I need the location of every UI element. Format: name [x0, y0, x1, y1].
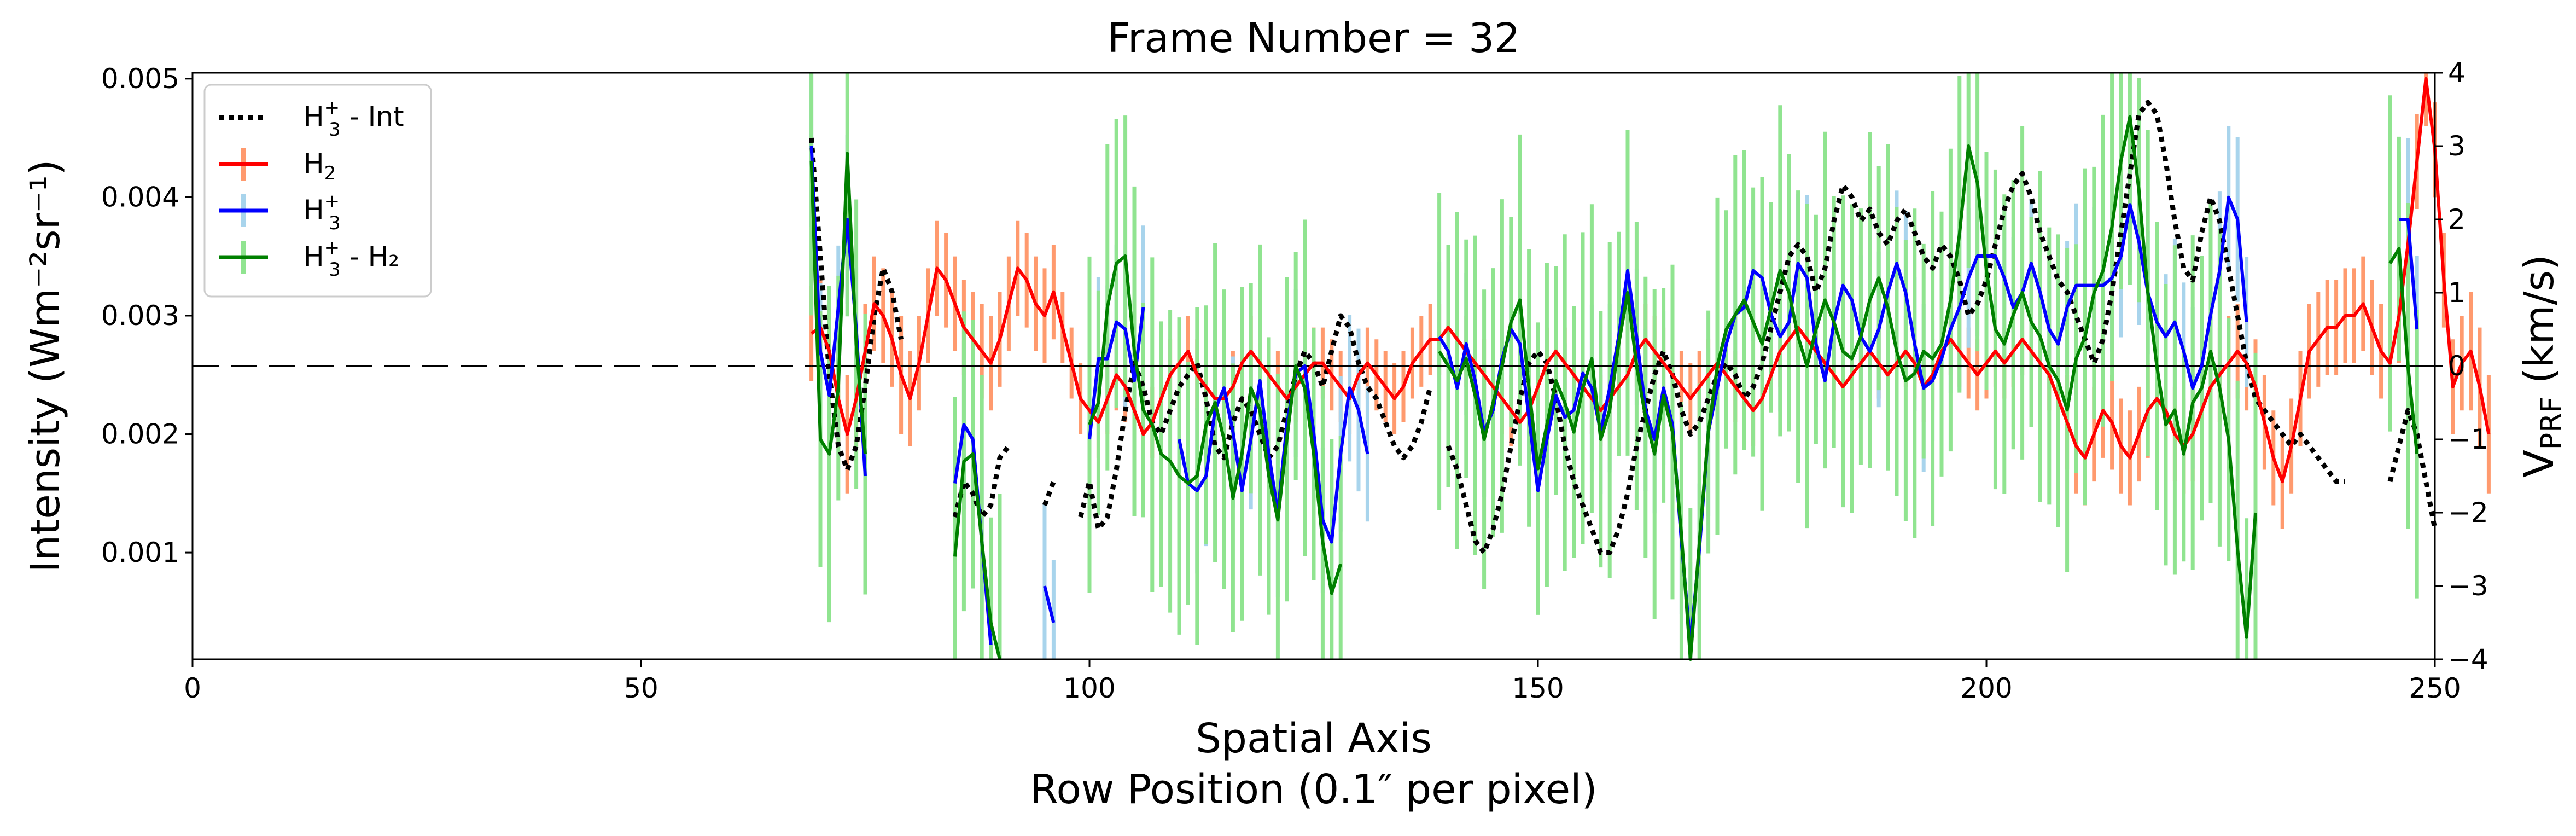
left-tick-label: 0.002 — [101, 419, 179, 450]
legend-label-h3-minus-h2: H+ 3 - H₂ — [304, 237, 399, 281]
legend-h3-int-sub: 3 — [329, 119, 341, 141]
x-axis-sublabel: Row Position (0.1″ per pixel) — [1030, 766, 1597, 813]
legend-entry-h3-minus-h2: H+ 3 - H₂ — [219, 237, 399, 281]
h3-minus-h2-line — [953, 452, 1001, 660]
legend-h3-sup: + — [324, 190, 340, 212]
legend-h3-int-sup: + — [324, 97, 340, 119]
legend-label-h2: H2 — [304, 148, 336, 184]
h3-series — [809, 146, 2419, 647]
h3-minus-h2-series — [809, 115, 2419, 661]
left-tick-label: 0.004 — [101, 181, 179, 213]
x-tick-label: 250 — [2409, 672, 2461, 704]
legend-h2-sub: 2 — [324, 162, 336, 184]
right-axis-label-v: V — [2516, 450, 2563, 478]
legend: H+ 3 - Int H2 H+ 3 H+ 3 - H₂ — [203, 84, 432, 298]
right-tick-label: 2 — [2448, 204, 2466, 235]
legend-h2-main: H — [304, 148, 324, 179]
legend-h3-minus-h2-main: H — [304, 241, 324, 272]
legend-h3-main: H — [304, 194, 324, 226]
left-tick-label: 0.005 — [101, 63, 179, 95]
right-tick-label: −4 — [2448, 643, 2488, 675]
x-axis-label: Spatial Axis — [1196, 715, 1432, 762]
right-tick-label: 4 — [2448, 57, 2466, 89]
legend-h3-int-main: H — [304, 101, 324, 132]
right-tick-label: −2 — [2448, 497, 2488, 529]
legend-h3-int-tail: - Int — [341, 101, 404, 132]
legend-h3-minus-h2-sup: + — [324, 237, 340, 259]
h3-minus-h2-line — [809, 152, 867, 456]
right-axis-label-space — [2516, 384, 2563, 397]
h3-line — [2399, 218, 2419, 330]
legend-entry-h3: H+ 3 — [219, 190, 341, 234]
h3-minus-h2-line — [1438, 115, 2257, 661]
right-tick-label: 3 — [2448, 130, 2466, 162]
h3-int-line — [952, 444, 1011, 520]
chart-title: Frame Number = 32 — [1108, 15, 1520, 62]
h3-minus-h2-line — [1088, 254, 1343, 595]
x-tick-label: 100 — [1063, 672, 1115, 704]
right-tick-label: −3 — [2448, 570, 2488, 602]
right-tick-label: −1 — [2448, 423, 2488, 455]
x-tick-label: 200 — [1960, 672, 2012, 704]
h3-minus-h2-line — [2388, 247, 2419, 455]
h3-int-line — [2387, 408, 2438, 530]
right-tick-label: 0 — [2448, 350, 2466, 382]
right-axis-ticks: −4 −3 −2 −1 0 1 2 3 4 — [2435, 57, 2488, 675]
x-tick-label: 50 — [623, 672, 658, 704]
h3-line — [1088, 307, 1145, 440]
h3-line — [1043, 585, 1056, 623]
h3-line — [1178, 364, 1369, 544]
left-axis-ticks: 0.001 0.002 0.003 0.004 0.005 — [101, 63, 193, 568]
left-tick-label: 0.003 — [101, 300, 179, 332]
x-tick-label: 0 — [184, 672, 201, 704]
h3-line — [1438, 195, 2248, 647]
legend-h3-minus-h2-tail: - H₂ — [341, 241, 399, 272]
right-axis-label: VPRF (km/s) — [2516, 254, 2568, 478]
h3-int-line — [1042, 480, 1056, 507]
left-tick-label: 0.001 — [101, 537, 179, 568]
legend-label-h3: H+ 3 — [304, 190, 341, 234]
legend-h3-sub: 3 — [329, 212, 341, 234]
right-axis-label-unit: (km/s) — [2516, 254, 2563, 384]
legend-entry-h3-int: H+ 3 - Int — [219, 97, 404, 141]
legend-h3-minus-h2-sub: 3 — [329, 259, 341, 281]
legend-box — [203, 84, 432, 298]
x-axis-ticks: 0 50 100 150 200 250 — [184, 659, 2461, 704]
right-axis-label-sub: PRF — [2535, 397, 2568, 450]
x-tick-label: 150 — [1512, 672, 1564, 704]
legend-label-h3-int: H+ 3 - Int — [304, 97, 404, 141]
h3-int-line — [1446, 100, 2345, 555]
h3-int-line — [809, 137, 904, 472]
legend-entry-h2: H2 — [219, 148, 336, 184]
right-tick-label: 1 — [2448, 277, 2466, 309]
left-axis-label: Intensity (Wm⁻²sr⁻¹) — [22, 159, 69, 572]
